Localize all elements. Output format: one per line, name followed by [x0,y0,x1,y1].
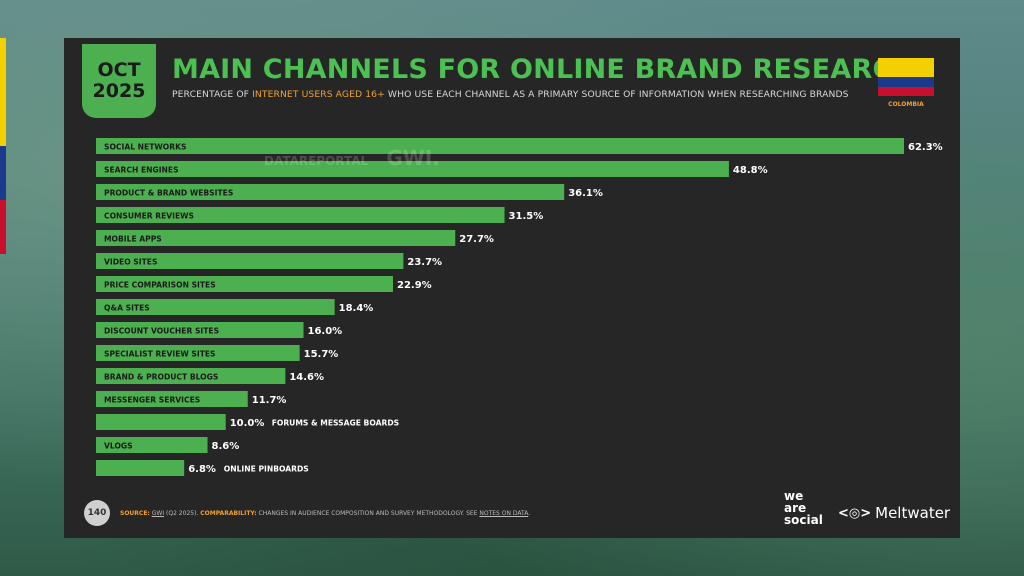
value-label-3: 31.5% [509,211,544,222]
bar-3 [96,207,505,223]
side-flag-strip [0,38,6,254]
bar-6 [96,276,394,292]
watermark-gwi: GWI. [386,146,440,170]
notes-link[interactable]: NOTES ON DATA [479,510,529,517]
bar-10 [96,368,286,384]
date-year: 2025 [92,80,146,102]
watermark: DATAREPORTAL GWI. [264,146,440,170]
bar-12 [96,414,226,430]
meltwater-logo: <◎> Meltwater [838,504,950,522]
category-label-2: PRODUCT & BRAND WEBSITES [104,189,233,198]
meltwater-text: Meltwater [875,504,951,522]
subtitle-pre: PERCENTAGE OF [172,89,253,100]
category-label-0: SOCIAL NETWORKS [104,143,186,152]
bar-4 [96,230,456,246]
value-label-2: 36.1% [568,188,603,199]
value-label-1: 48.8% [733,165,768,176]
bar-7 [96,299,335,315]
colombia-flag-icon [878,58,934,96]
brand1-line3: social [784,513,823,527]
date-month: OCT [97,59,141,81]
country-name: COLOMBIA [888,101,924,108]
subtitle-highlight: INTERNET USERS AGED 16+ [252,89,385,100]
page-title: MAIN CHANNELS FOR ONLINE BRAND RESEARCH [172,54,916,85]
value-label-9: 15.7% [304,349,339,360]
category-label-9: SPECIALIST REVIEW SITES [104,350,216,359]
comparability-text: CHANGES IN AUDIENCE COMPOSITION AND SURV… [256,510,480,517]
category-label-7: Q&A SITES [104,304,150,313]
value-label-13: 8.6% [212,441,240,452]
category-label-6: PRICE COMPARISON SITES [104,281,216,290]
we-are-social-logo: we are social [784,490,823,526]
page-number: 140 [84,500,110,526]
value-label-7: 18.4% [339,303,374,314]
category-label-14: ONLINE PINBOARDS [224,465,309,474]
value-label-6: 22.9% [397,280,432,291]
slide-panel: OCT 2025 MAIN CHANNELS FOR ONLINE BRAND … [64,38,960,538]
category-label-5: VIDEO SITES [104,258,157,267]
source-note: SOURCE: GWI (Q2 2025). COMPARABILITY: CH… [120,510,530,517]
category-label-13: VLOGS [104,442,133,451]
notes-end: . [528,510,531,517]
category-label-1: SEARCH ENGINES [104,166,179,175]
value-label-14: 6.8% [188,464,216,475]
value-label-5: 23.7% [407,257,442,268]
source-link[interactable]: GWI [151,510,165,517]
bar-chart: 62.3% SOCIAL NETWORKS 48.8% SEARCH ENGINES 3… [96,138,943,476]
bar-9 [96,345,300,361]
page-subtitle: PERCENTAGE OF INTERNET USERS AGED 16+ WH… [172,89,849,100]
value-label-4: 27.7% [459,234,494,245]
category-label-8: DISCOUNT VOUCHER SITES [104,327,219,336]
value-label-8: 16.0% [308,326,343,337]
category-label-10: BRAND & PRODUCT BLOGS [104,373,218,382]
bar-13 [96,437,208,453]
meltwater-logo-icon: <◎> [838,505,872,521]
bar-1 [96,161,729,177]
subtitle-post: WHO USE EACH CHANNEL AS A PRIMARY SOURCE… [384,89,849,100]
category-label-4: MOBILE APPS [104,235,162,244]
comparability-label: COMPARABILITY: [200,510,257,517]
category-label-12: FORUMS & MESSAGE BOARDS [272,419,399,428]
bar-5 [96,253,404,269]
bar-2 [96,184,565,200]
value-label-12: 10.0% [230,418,265,429]
brand1-line1: we [784,489,804,503]
value-label-11: 11.7% [252,395,287,406]
value-label-0: 62.3% [908,142,943,153]
category-label-11: MESSENGER SERVICES [104,396,200,405]
date-badge: OCT 2025 [82,44,156,118]
source-label: SOURCE: [120,510,150,517]
bar-0 [96,138,904,154]
bar-8 [96,322,304,338]
watermark-datareportal: DATAREPORTAL [264,154,369,168]
value-label-10: 14.6% [289,372,324,383]
source-text: (Q2 2025). [164,510,201,517]
brand1-line2: are [784,501,807,515]
category-label-3: CONSUMER REVIEWS [104,212,194,221]
bar-11 [96,391,248,407]
bar-14 [96,460,185,476]
